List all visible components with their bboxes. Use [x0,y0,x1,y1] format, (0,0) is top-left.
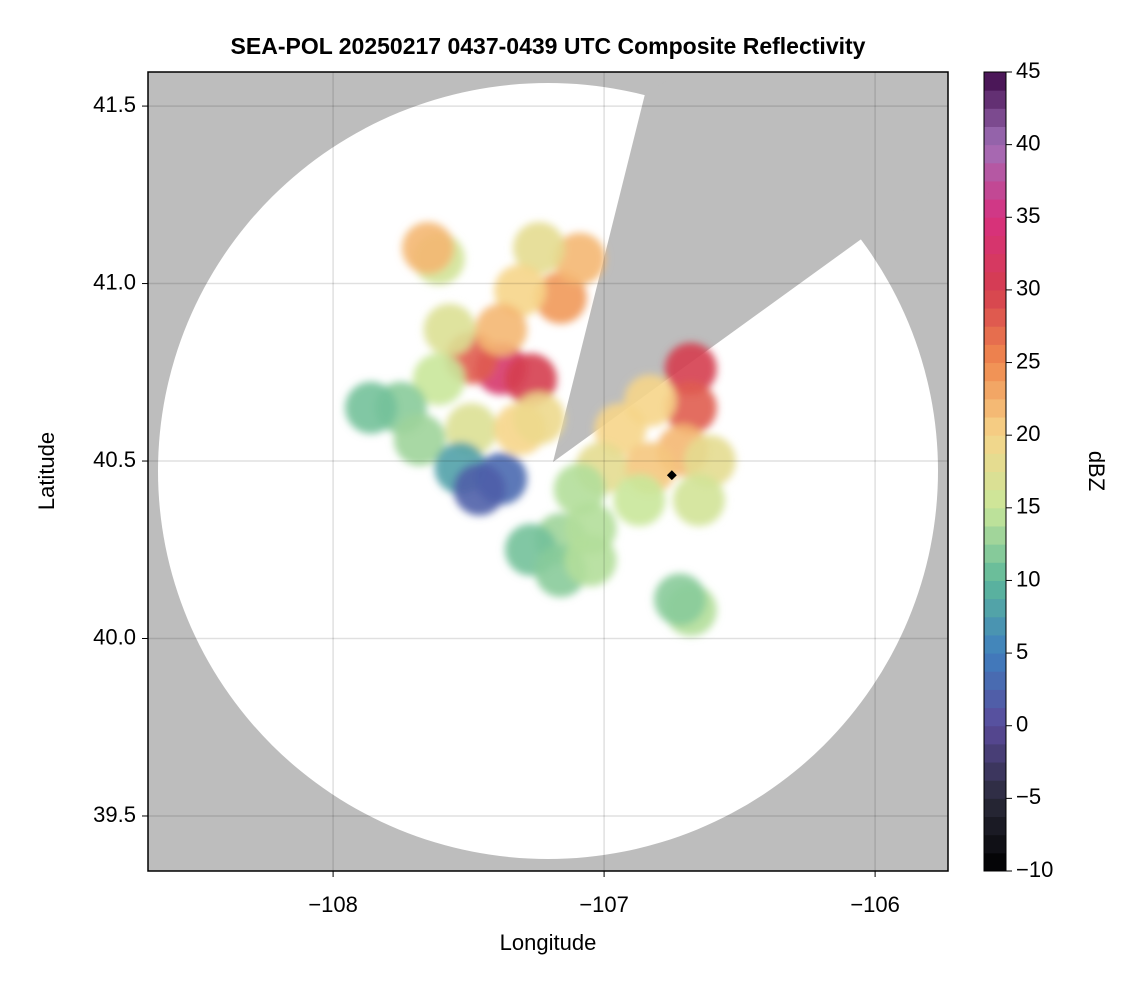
echo-field [345,222,736,637]
colorbar-segment [984,489,1006,509]
echo-cell [445,403,498,456]
colorbar-segment [984,634,1006,654]
echo-cell [553,232,606,285]
colorbar-tick-label: 20 [1016,421,1040,446]
y-tick-label: 41.0 [93,269,136,294]
echo-cell [513,222,566,275]
colorbar-segment [984,417,1006,436]
chart-title: SEA-POL 20250217 0437-0439 UTC Composite… [231,33,866,59]
echo-cell [534,271,587,324]
y-tick-label: 40.5 [93,447,136,472]
colorbar-segment [984,453,1006,472]
echo-cell [393,413,446,466]
colorbar-segment [984,689,1006,709]
colorbar-segment [984,289,1006,309]
colorbar-segment [984,780,1006,799]
colorbar-segment [984,199,1006,218]
colorbar-segment [984,398,1006,418]
colorbar-segment [984,435,1006,454]
echo-cell [423,303,476,356]
plot-area [148,72,948,871]
echo-cell [664,381,717,434]
echo-cell [504,353,557,406]
echo-cell [401,222,454,275]
colorbar-segment [984,162,1006,182]
blanked-sector [553,72,948,462]
colorbar-tick-label: 30 [1016,276,1040,301]
colorbar-label: dBZ [1084,451,1109,491]
colorbar-tick-label: 10 [1016,566,1040,591]
colorbar-segment [984,344,1006,364]
echo-cell [553,463,606,516]
echo-cell [564,534,617,587]
colorbar-segment [984,108,1006,127]
colorbar-segment [984,90,1006,109]
echo-cell [653,573,706,626]
x-tick-label: −108 [308,892,358,917]
radar-location-marker [666,470,677,481]
echo-cell [613,474,666,527]
colorbar-frame [983,71,1007,872]
colorbar-tick-label: 45 [1016,58,1040,83]
y-axis-label: Latitude [34,432,59,510]
colorbar-segment [984,798,1006,818]
colorbar-segment [984,507,1006,527]
colorbar-segment [984,834,1006,854]
colorbar-segment [984,525,1006,545]
colorbar-segment [984,598,1006,618]
colorbar-segment [984,653,1006,672]
echo-cell [664,342,717,395]
colorbar-segment [984,725,1006,745]
colorbar-tick-label: −5 [1016,784,1041,809]
y-tick-label: 39.5 [93,802,136,827]
colorbar-segment [984,180,1006,200]
y-tick-label: 41.5 [93,92,136,117]
colorbar-segment [984,707,1006,727]
plot-frame [147,71,949,872]
y-tick-label: 40.0 [93,624,136,649]
colorbar-segment [984,326,1006,345]
colorbar-segment [984,471,1006,491]
x-tick-label: −107 [579,892,629,917]
colorbar-segment [984,580,1006,600]
echo-cell [672,474,725,527]
colorbar-segment [984,72,1006,91]
echo-cell [412,353,465,406]
colorbar-segment [984,671,1006,690]
colorbar-tick-label: 25 [1016,348,1040,373]
colorbar-tick-label: 5 [1016,639,1028,664]
colorbar-segment [984,743,1006,763]
colorbar-tick-label: 35 [1016,203,1040,228]
colorbar-segment [984,235,1006,255]
echo-cell [453,463,506,516]
colorbar-segment [984,544,1006,563]
colorbar-segment [984,217,1006,236]
echo-cell [594,403,647,456]
echo-cell [513,392,566,445]
colorbar-tick-label: −10 [1016,857,1053,882]
colorbar-segment [984,144,1006,164]
colorbar-segment [984,852,1006,872]
colorbar-segment [984,816,1006,836]
colorbar-segment [984,362,1006,382]
colorbar-segment [984,308,1006,327]
echo-cell [345,381,398,434]
colorbar-segment [984,271,1006,291]
colorbar-segment [984,126,1006,146]
colorbar-segment [984,616,1006,636]
colorbar-segment [984,380,1006,400]
colorbar-segment [984,762,1006,781]
colorbar-segment [984,562,1006,581]
colorbar-tick-label: 0 [1016,712,1028,737]
echo-cell [683,435,736,488]
colorbar-tick-label: 40 [1016,130,1040,155]
colorbar-segment [984,253,1006,273]
echo-cell [475,303,528,356]
colorbar-tick-label: 15 [1016,494,1040,519]
x-tick-label: −106 [850,892,900,917]
x-axis-label: Longitude [500,930,597,955]
echo-cell [494,264,547,317]
